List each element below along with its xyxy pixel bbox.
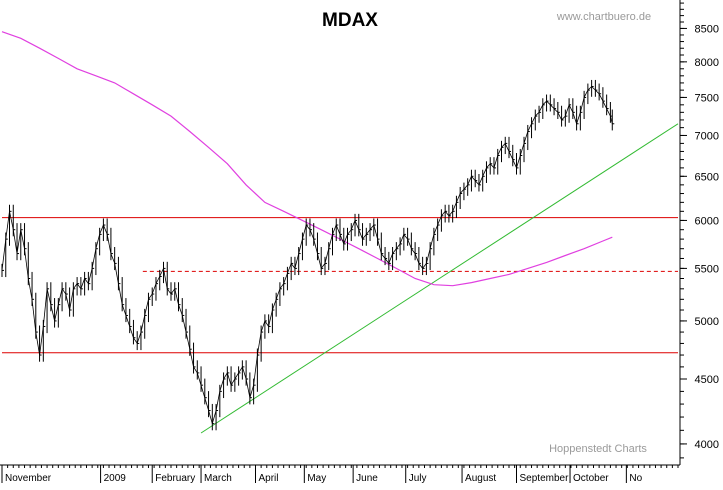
x-tick-label: September: [520, 473, 570, 484]
x-tick-label: July: [409, 473, 427, 484]
y-tick-label: 8500: [695, 23, 719, 35]
series-layer: [1, 31, 615, 431]
y-tick-label: 7000: [695, 130, 719, 142]
price-line: [1, 85, 613, 426]
y-tick-label: 8000: [695, 57, 719, 69]
y-tick-label: 5000: [695, 316, 719, 328]
x-tick-label: March: [204, 473, 232, 484]
y-tick-label: 7500: [695, 92, 719, 104]
y-tick-label: 6000: [695, 215, 719, 227]
x-tick-label: February: [155, 473, 195, 484]
x-tick-label: May: [307, 473, 326, 484]
x-tick-label: June: [356, 473, 378, 484]
data-provider-watermark: Hoppenstedt Charts: [549, 443, 647, 455]
x-tick-label: 2009: [104, 473, 127, 484]
x-tick-label: October: [573, 473, 609, 484]
y-tick-label: 6500: [695, 171, 719, 183]
x-tick-label: August: [465, 473, 496, 484]
y-tick-label: 4500: [695, 374, 719, 386]
x-tick-label: April: [259, 473, 279, 484]
trend-line: [200, 123, 679, 434]
x-tick-label: November: [5, 473, 52, 484]
moving-average-line: [1, 31, 613, 287]
chart-title: MDAX: [322, 10, 378, 31]
y-tick-label: 4000: [695, 439, 719, 451]
y-tick-label: 5500: [695, 263, 719, 275]
reference-lines: [2, 123, 679, 434]
source-watermark: www.chartbuero.de: [556, 11, 651, 23]
x-tick-label: No: [629, 473, 642, 484]
